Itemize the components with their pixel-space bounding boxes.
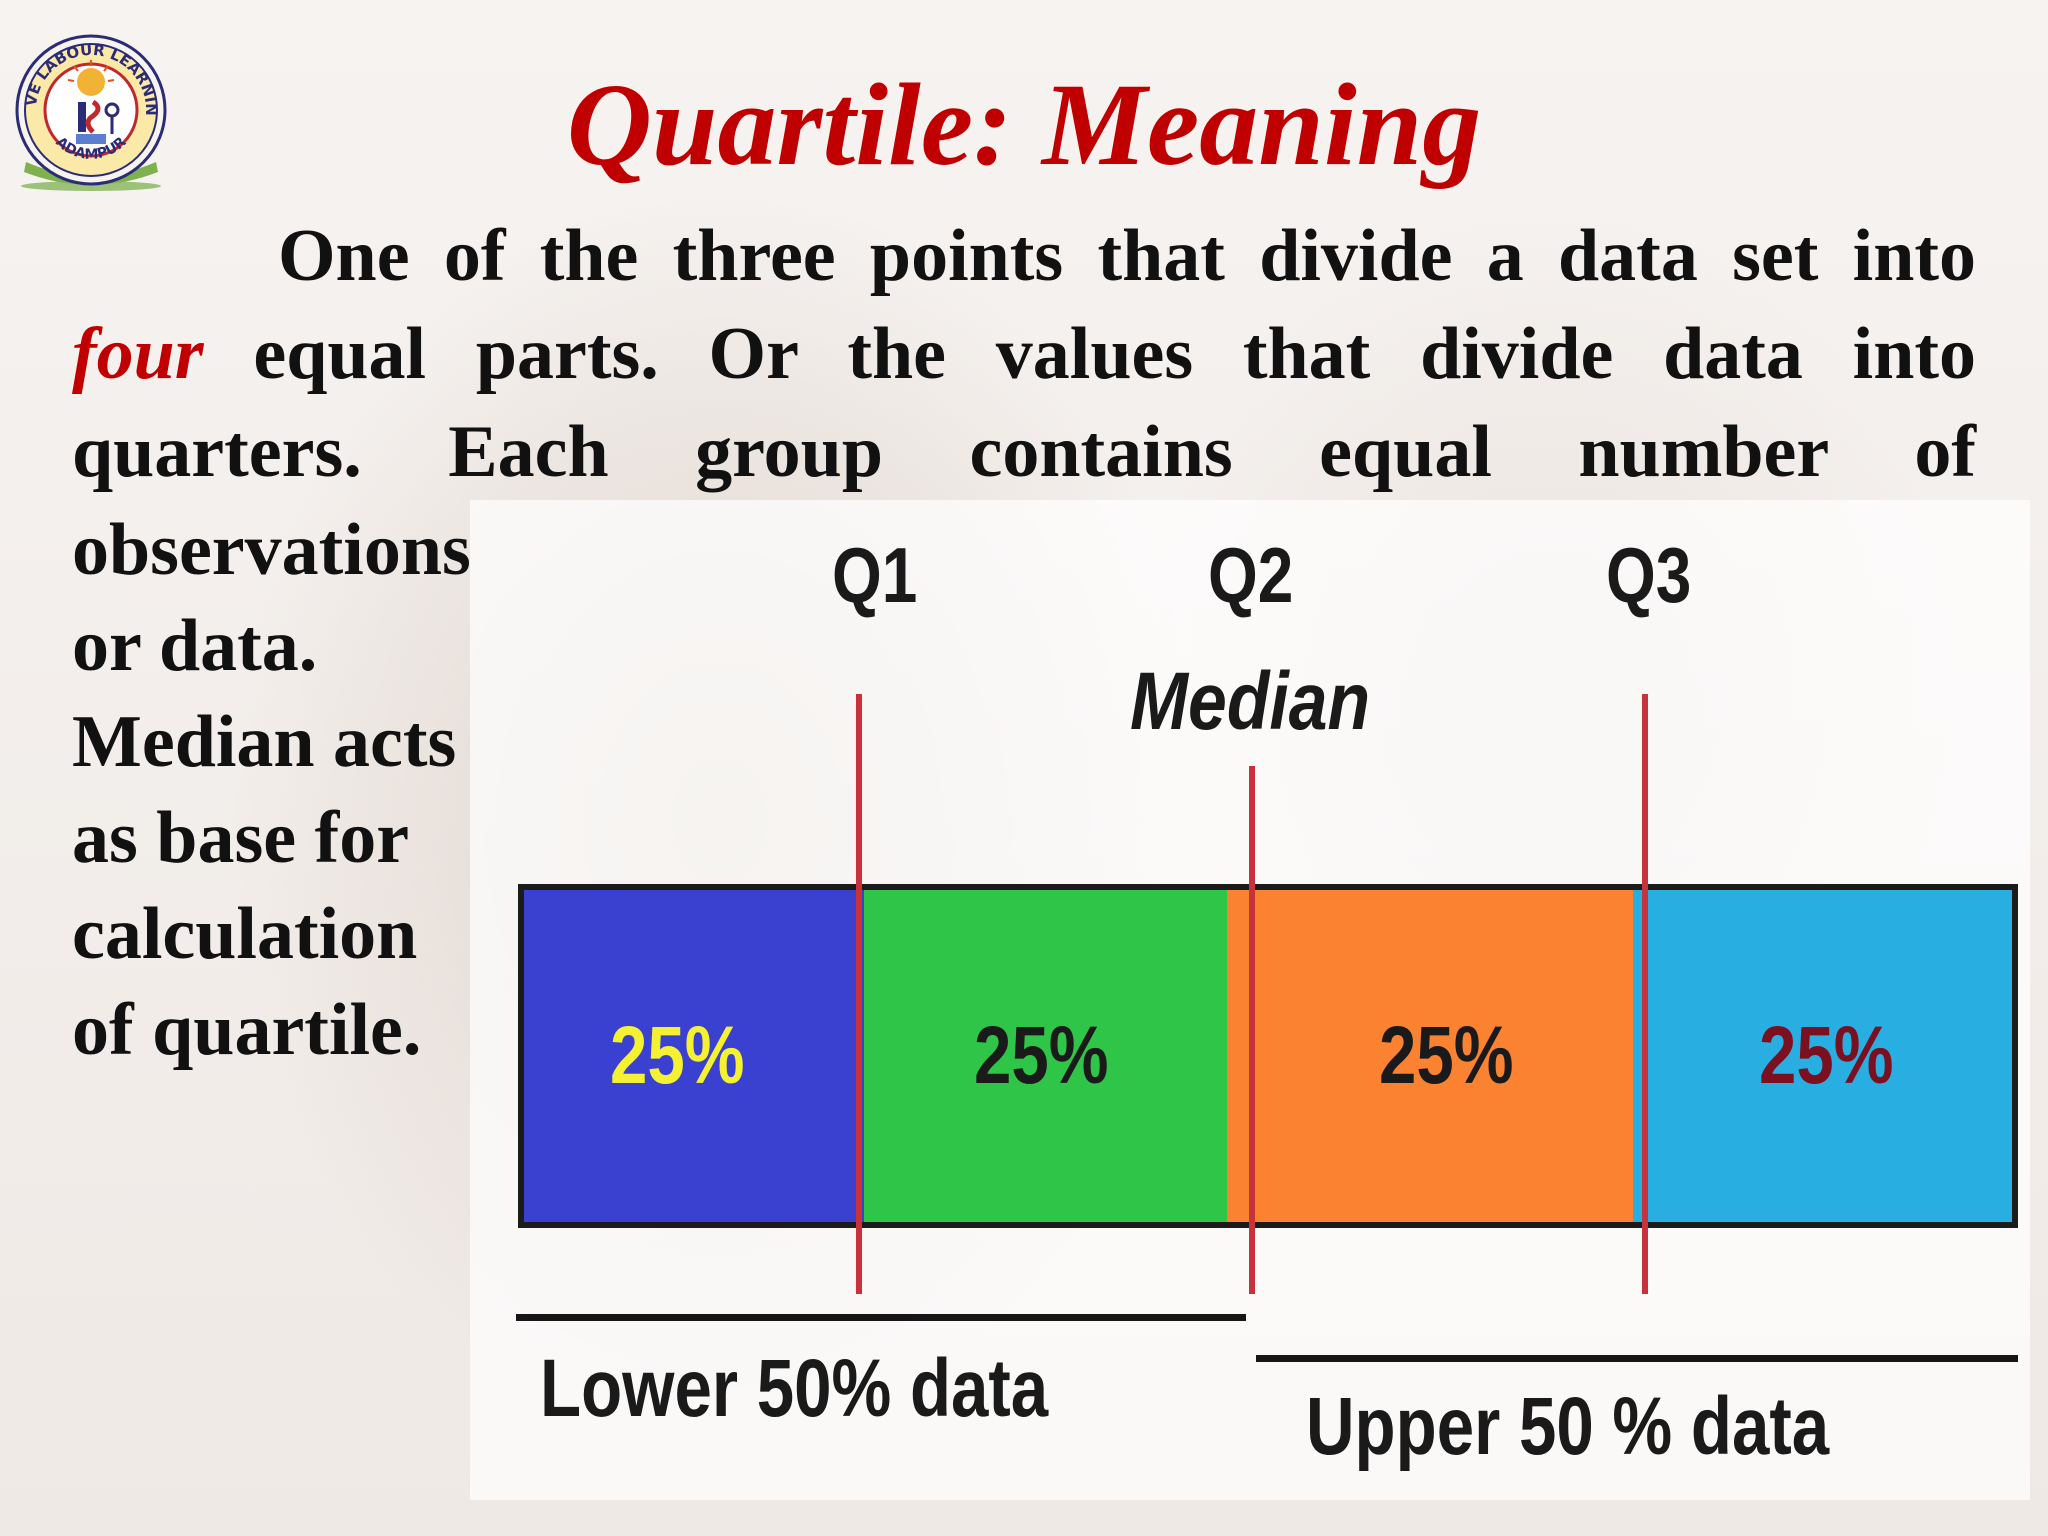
college-logo: LOVE LABOUR LEARNING ADAMPUR (2, 8, 174, 192)
highlight-word-four: four (72, 313, 204, 395)
paragraph-line-3: quarters. Each group contains equal numb… (72, 411, 1976, 493)
q3-label: Q3 (1606, 531, 1692, 619)
q1-label: Q1 (832, 531, 918, 619)
side-line: of quartile. (72, 989, 422, 1071)
college-seal-icon: LOVE LABOUR LEARNING ADAMPUR (2, 8, 167, 191)
quarter-segment-4: 25% (1632, 890, 2012, 1222)
side-line: observations (72, 509, 471, 591)
side-line: calculation (72, 893, 418, 975)
paragraph-line-2: four equal parts. Or the values that div… (72, 306, 1976, 402)
quarter-segment-2: 25% (863, 890, 1227, 1222)
upper-half-bracket (1256, 1355, 2018, 1362)
quarter-segment-3: 25% (1227, 890, 1633, 1222)
side-line: Median acts (72, 701, 457, 783)
paragraph-line-2-rest: equal parts. Or the values that divide d… (253, 313, 1977, 395)
q1-divider-line (856, 694, 862, 1294)
paragraph-line-1: One of the three points that divide a da… (278, 215, 1976, 297)
slide-title: Quartile: Meaning (566, 59, 1482, 190)
q2-label: Q2 (1208, 531, 1294, 619)
side-line: or data. (72, 605, 318, 687)
quarter-segment-1: 25% (524, 890, 864, 1222)
q2-divider-line (1249, 766, 1255, 1294)
side-text: observations or data. Median acts as bas… (72, 502, 471, 1078)
segment-label: 25% (1758, 1010, 1894, 1101)
side-line: as base for (72, 797, 410, 879)
segment-label: 25% (1379, 1010, 1514, 1101)
segment-label: 25% (610, 1010, 745, 1101)
upper-half-label: Upper 50 % data (1306, 1381, 1830, 1472)
segment-label: 25% (973, 1010, 1109, 1101)
lower-half-bracket (516, 1314, 1246, 1321)
median-label: Median (1130, 656, 1371, 747)
q3-divider-line (1642, 694, 1648, 1294)
lower-half-label: Lower 50% data (540, 1343, 1049, 1434)
quartile-bar: 25% 25% 25% 25% (518, 884, 2018, 1228)
